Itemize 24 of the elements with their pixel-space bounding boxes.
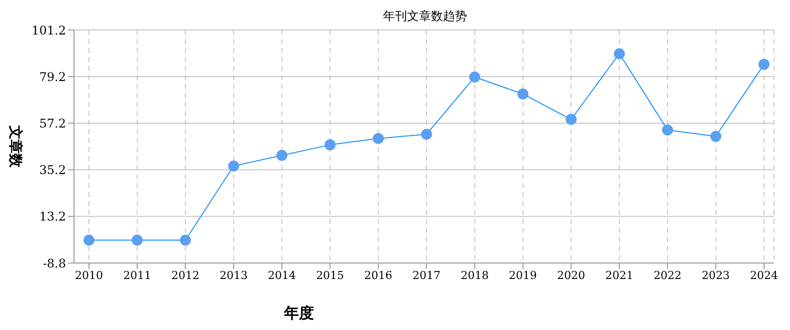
x-tick-label: 2015	[316, 268, 344, 282]
x-tick-label: 2014	[268, 268, 296, 282]
x-tick-label: 2012	[171, 268, 200, 282]
y-tick-label: 79.2	[39, 70, 66, 84]
x-tick-label: 2024	[750, 268, 778, 282]
y-tick-label: 35.2	[39, 163, 66, 178]
y-axis-title: 文章数	[7, 124, 24, 168]
x-tick-label: 2017	[412, 268, 440, 282]
x-tick-label: 2010	[75, 268, 103, 282]
x-axis-title: 年度	[283, 304, 314, 322]
x-tick-label: 2021	[605, 268, 634, 282]
y-tick-label: -8.8	[42, 256, 66, 270]
x-tick-label: 2016	[364, 268, 392, 282]
y-tick-label: 57.2	[39, 116, 66, 130]
x-tick-label: 2022	[654, 268, 682, 282]
x-tick-label: 2019	[508, 268, 537, 282]
chart-title: 年刊文章数趋势	[382, 8, 468, 24]
x-tick-label: 2018	[460, 268, 489, 282]
x-tick-label: 2023	[702, 268, 730, 282]
y-tick-label: 13.2	[39, 210, 66, 224]
x-tick-label: 2020	[557, 268, 586, 282]
y-tick-label: 101.2	[32, 23, 66, 38]
x-tick-label: 2013	[220, 268, 248, 282]
x-tick-label: 2011	[123, 268, 152, 282]
